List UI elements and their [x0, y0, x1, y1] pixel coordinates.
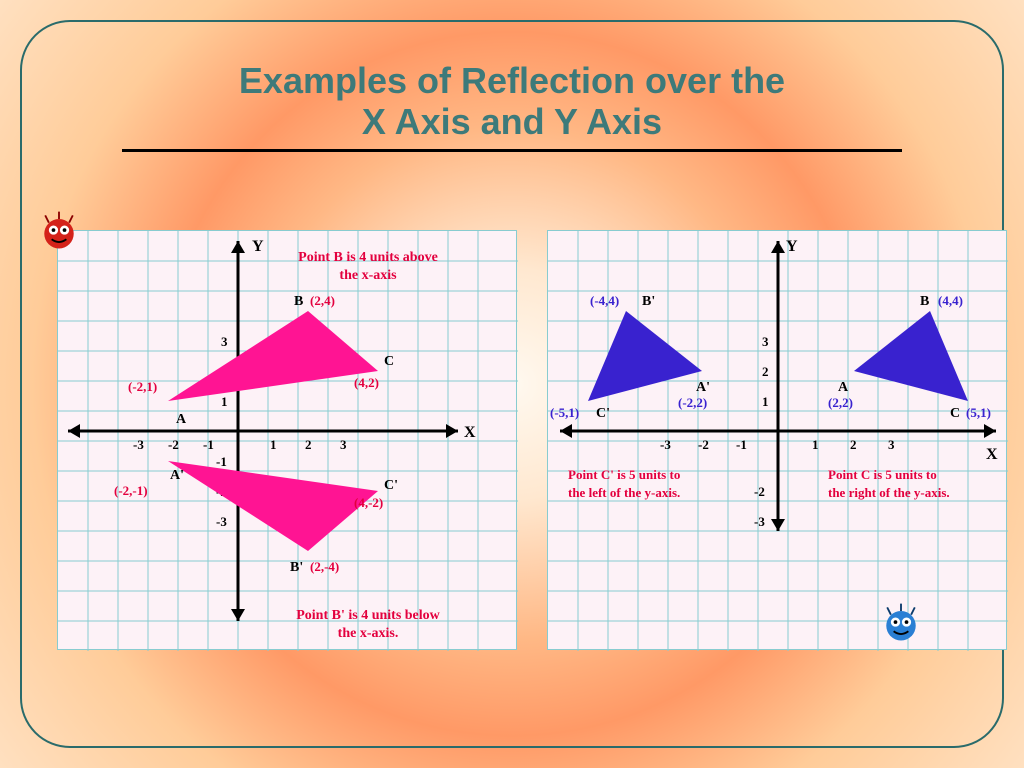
svg-text:3: 3 — [762, 334, 769, 349]
coord-B: (4,4) — [938, 293, 963, 308]
pt-B: B — [920, 294, 929, 309]
svg-text:3: 3 — [340, 437, 347, 452]
svg-text:-1: -1 — [736, 437, 747, 452]
svg-text:3: 3 — [221, 334, 228, 349]
slide-frame: Examples of Reflection over the X Axis a… — [20, 20, 1004, 748]
ann-right-1: Point C is 5 units to — [828, 467, 937, 482]
ann-left-1: Point C' is 5 units to — [568, 467, 680, 482]
svg-text:-3: -3 — [660, 437, 671, 452]
blue-monster-icon — [878, 600, 924, 646]
svg-text:1: 1 — [762, 394, 769, 409]
pt-Ap: A' — [170, 468, 184, 483]
coord-B: (2,4) — [310, 293, 335, 308]
pt-Cp: C' — [384, 478, 398, 493]
y-label: Y — [786, 238, 798, 255]
svg-text:3: 3 — [888, 437, 895, 452]
ann-bot-1: Point B' is 4 units below — [296, 608, 440, 623]
svg-text:1: 1 — [270, 437, 277, 452]
svg-text:1: 1 — [812, 437, 819, 452]
svg-text:-3: -3 — [216, 514, 227, 529]
svg-text:2: 2 — [762, 364, 769, 379]
triangle-reflected — [588, 311, 702, 401]
grid — [58, 231, 518, 651]
pt-C: C — [950, 406, 960, 421]
coord-Bp: (-4,4) — [590, 293, 619, 308]
triangle-reflected — [168, 461, 378, 551]
pt-B: B — [294, 294, 303, 309]
chart-y-axis-reflection: Y X -3 -2 -1 1 2 3 1 2 3 -2 -3 — [547, 230, 1007, 650]
title-line-1: Examples of Reflection over the — [239, 60, 785, 101]
y-label: Y — [252, 238, 264, 255]
pt-A: A — [176, 412, 187, 427]
pt-Ap: A' — [696, 380, 710, 395]
coord-A: (-2,1) — [128, 379, 157, 394]
svg-text:2: 2 — [305, 437, 312, 452]
coord-Ap: (-2,2) — [678, 395, 707, 410]
ann-right-2: the right of the y-axis. — [828, 485, 950, 500]
ann-top-1: Point B is 4 units above — [298, 250, 438, 265]
pt-A: A — [838, 380, 849, 395]
y-arrow-up — [231, 241, 245, 253]
svg-text:1: 1 — [221, 394, 228, 409]
ann-bot-2: the x-axis. — [338, 626, 399, 641]
x-arrow-right — [446, 424, 458, 438]
svg-text:-1: -1 — [216, 454, 227, 469]
pt-C: C — [384, 354, 394, 369]
svg-text:-2: -2 — [754, 484, 765, 499]
ann-left-2: the left of the y-axis. — [568, 485, 680, 500]
charts-row: X Y -3 -2 -1 1 2 3 1 3 -1 -2 -3 — [57, 230, 1007, 680]
coord-C: (5,1) — [966, 405, 991, 420]
chart-x-axis-reflection: X Y -3 -2 -1 1 2 3 1 3 -1 -2 -3 — [57, 230, 517, 650]
x-arrow-left — [560, 424, 572, 438]
pt-Bp: B' — [642, 294, 655, 309]
ann-top-2: the x-axis — [339, 268, 397, 283]
svg-text:-3: -3 — [133, 437, 144, 452]
coord-Ap: (-2,-1) — [114, 483, 148, 498]
y-arrow-down — [231, 609, 245, 621]
coord-Bp: (2,-4) — [310, 559, 339, 574]
x-label: X — [986, 446, 998, 463]
y-arrow-down — [771, 519, 785, 531]
triangle-original — [168, 311, 378, 401]
chart-left-svg: X Y -3 -2 -1 1 2 3 1 3 -1 -2 -3 — [58, 231, 518, 651]
x-arrow-left — [68, 424, 80, 438]
red-monster-icon — [36, 208, 82, 254]
svg-text:2: 2 — [850, 437, 857, 452]
chart-right-svg: Y X -3 -2 -1 1 2 3 1 2 3 -2 -3 — [548, 231, 1008, 651]
svg-text:-3: -3 — [754, 514, 765, 529]
svg-text:-1: -1 — [203, 437, 214, 452]
svg-text:-2: -2 — [168, 437, 179, 452]
y-arrow-up — [771, 241, 785, 253]
coord-A: (2,2) — [828, 395, 853, 410]
slide-title: Examples of Reflection over the X Axis a… — [22, 60, 1002, 143]
x-arrow-right — [984, 424, 996, 438]
triangle-original — [854, 311, 968, 401]
pt-Cp: C' — [596, 406, 610, 421]
coord-Cp: (-5,1) — [550, 405, 579, 420]
pt-Bp: B' — [290, 560, 303, 575]
title-underline — [122, 149, 902, 152]
coord-C: (4,2) — [354, 375, 379, 390]
title-line-2: X Axis and Y Axis — [362, 101, 662, 142]
x-label: X — [464, 424, 476, 441]
svg-text:-2: -2 — [698, 437, 709, 452]
coord-Cp: (4,-2) — [354, 495, 383, 510]
